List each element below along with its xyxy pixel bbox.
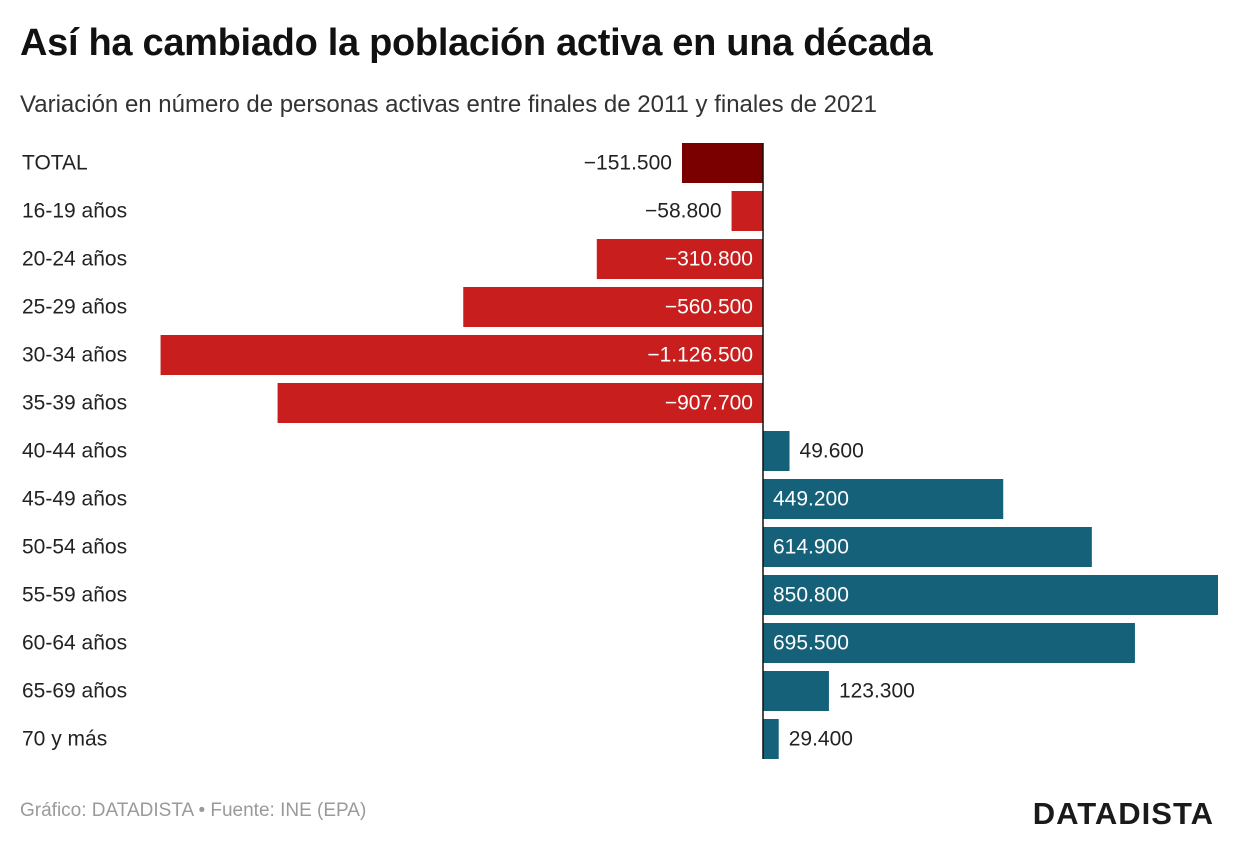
- labels-group: TOTAL −151.500 16-19 años −58.800 20-24 años…: [22, 152, 915, 751]
- category-label: 60-64 años: [22, 632, 127, 655]
- category-label: 35-39 años: [22, 392, 127, 415]
- value-label: 695.500: [773, 632, 849, 655]
- bar-group-12: [763, 719, 779, 759]
- footer-credit: Gráfico: DATADISTA • Fuente: INE (EPA): [20, 800, 366, 822]
- category-label: 45-49 años: [22, 488, 127, 511]
- category-label: 55-59 años: [22, 584, 127, 607]
- bar-group-8: [763, 527, 1092, 567]
- value-label: −560.500: [665, 296, 753, 319]
- bar-group-5: [277, 383, 763, 423]
- bar-group-11: [763, 671, 829, 711]
- category-label: 50-54 años: [22, 536, 127, 559]
- bar-total: [681, 143, 763, 183]
- chart-title: Así ha cambiado la población activa en u…: [20, 22, 933, 64]
- bars-group: [160, 143, 1218, 759]
- value-label: −58.800: [645, 200, 722, 223]
- value-label: −1.126.500: [647, 344, 753, 367]
- bar-group-3: [463, 287, 763, 327]
- category-label: TOTAL: [22, 152, 88, 175]
- value-label: −907.700: [665, 392, 753, 415]
- value-label: −310.800: [665, 248, 753, 271]
- category-label: 20-24 años: [22, 248, 127, 271]
- footer-separator: •: [198, 800, 206, 821]
- value-label: −151.500: [584, 152, 672, 175]
- category-label: 65-69 años: [22, 680, 127, 703]
- credit-text: Gráfico: DATADISTA: [20, 800, 194, 821]
- value-label: 614.900: [773, 536, 849, 559]
- source-text: Fuente: INE (EPA): [210, 800, 367, 821]
- bar-group-9: [763, 575, 1218, 615]
- value-label: 49.600: [800, 440, 864, 463]
- bar-group-4: [160, 335, 764, 375]
- brand-logo: DATADISTA: [1032, 796, 1214, 831]
- chart-subtitle: Variación en número de personas activas …: [20, 91, 877, 118]
- category-label: 30-34 años: [22, 344, 127, 367]
- bar-group-10: [763, 623, 1135, 663]
- bar-group-7: [763, 479, 1004, 519]
- category-label: 25-29 años: [22, 296, 127, 319]
- value-label: 29.400: [789, 728, 853, 751]
- category-label: 16-19 años: [22, 200, 127, 223]
- bar-group-2: [596, 239, 763, 279]
- category-label: 40-44 años: [22, 440, 127, 463]
- bar-group-6: [763, 431, 790, 471]
- value-label: 850.800: [773, 584, 849, 607]
- bar-group-1: [731, 191, 763, 231]
- category-label: 70 y más: [22, 728, 107, 751]
- value-label: 449.200: [773, 488, 849, 511]
- value-label: 123.300: [839, 680, 915, 703]
